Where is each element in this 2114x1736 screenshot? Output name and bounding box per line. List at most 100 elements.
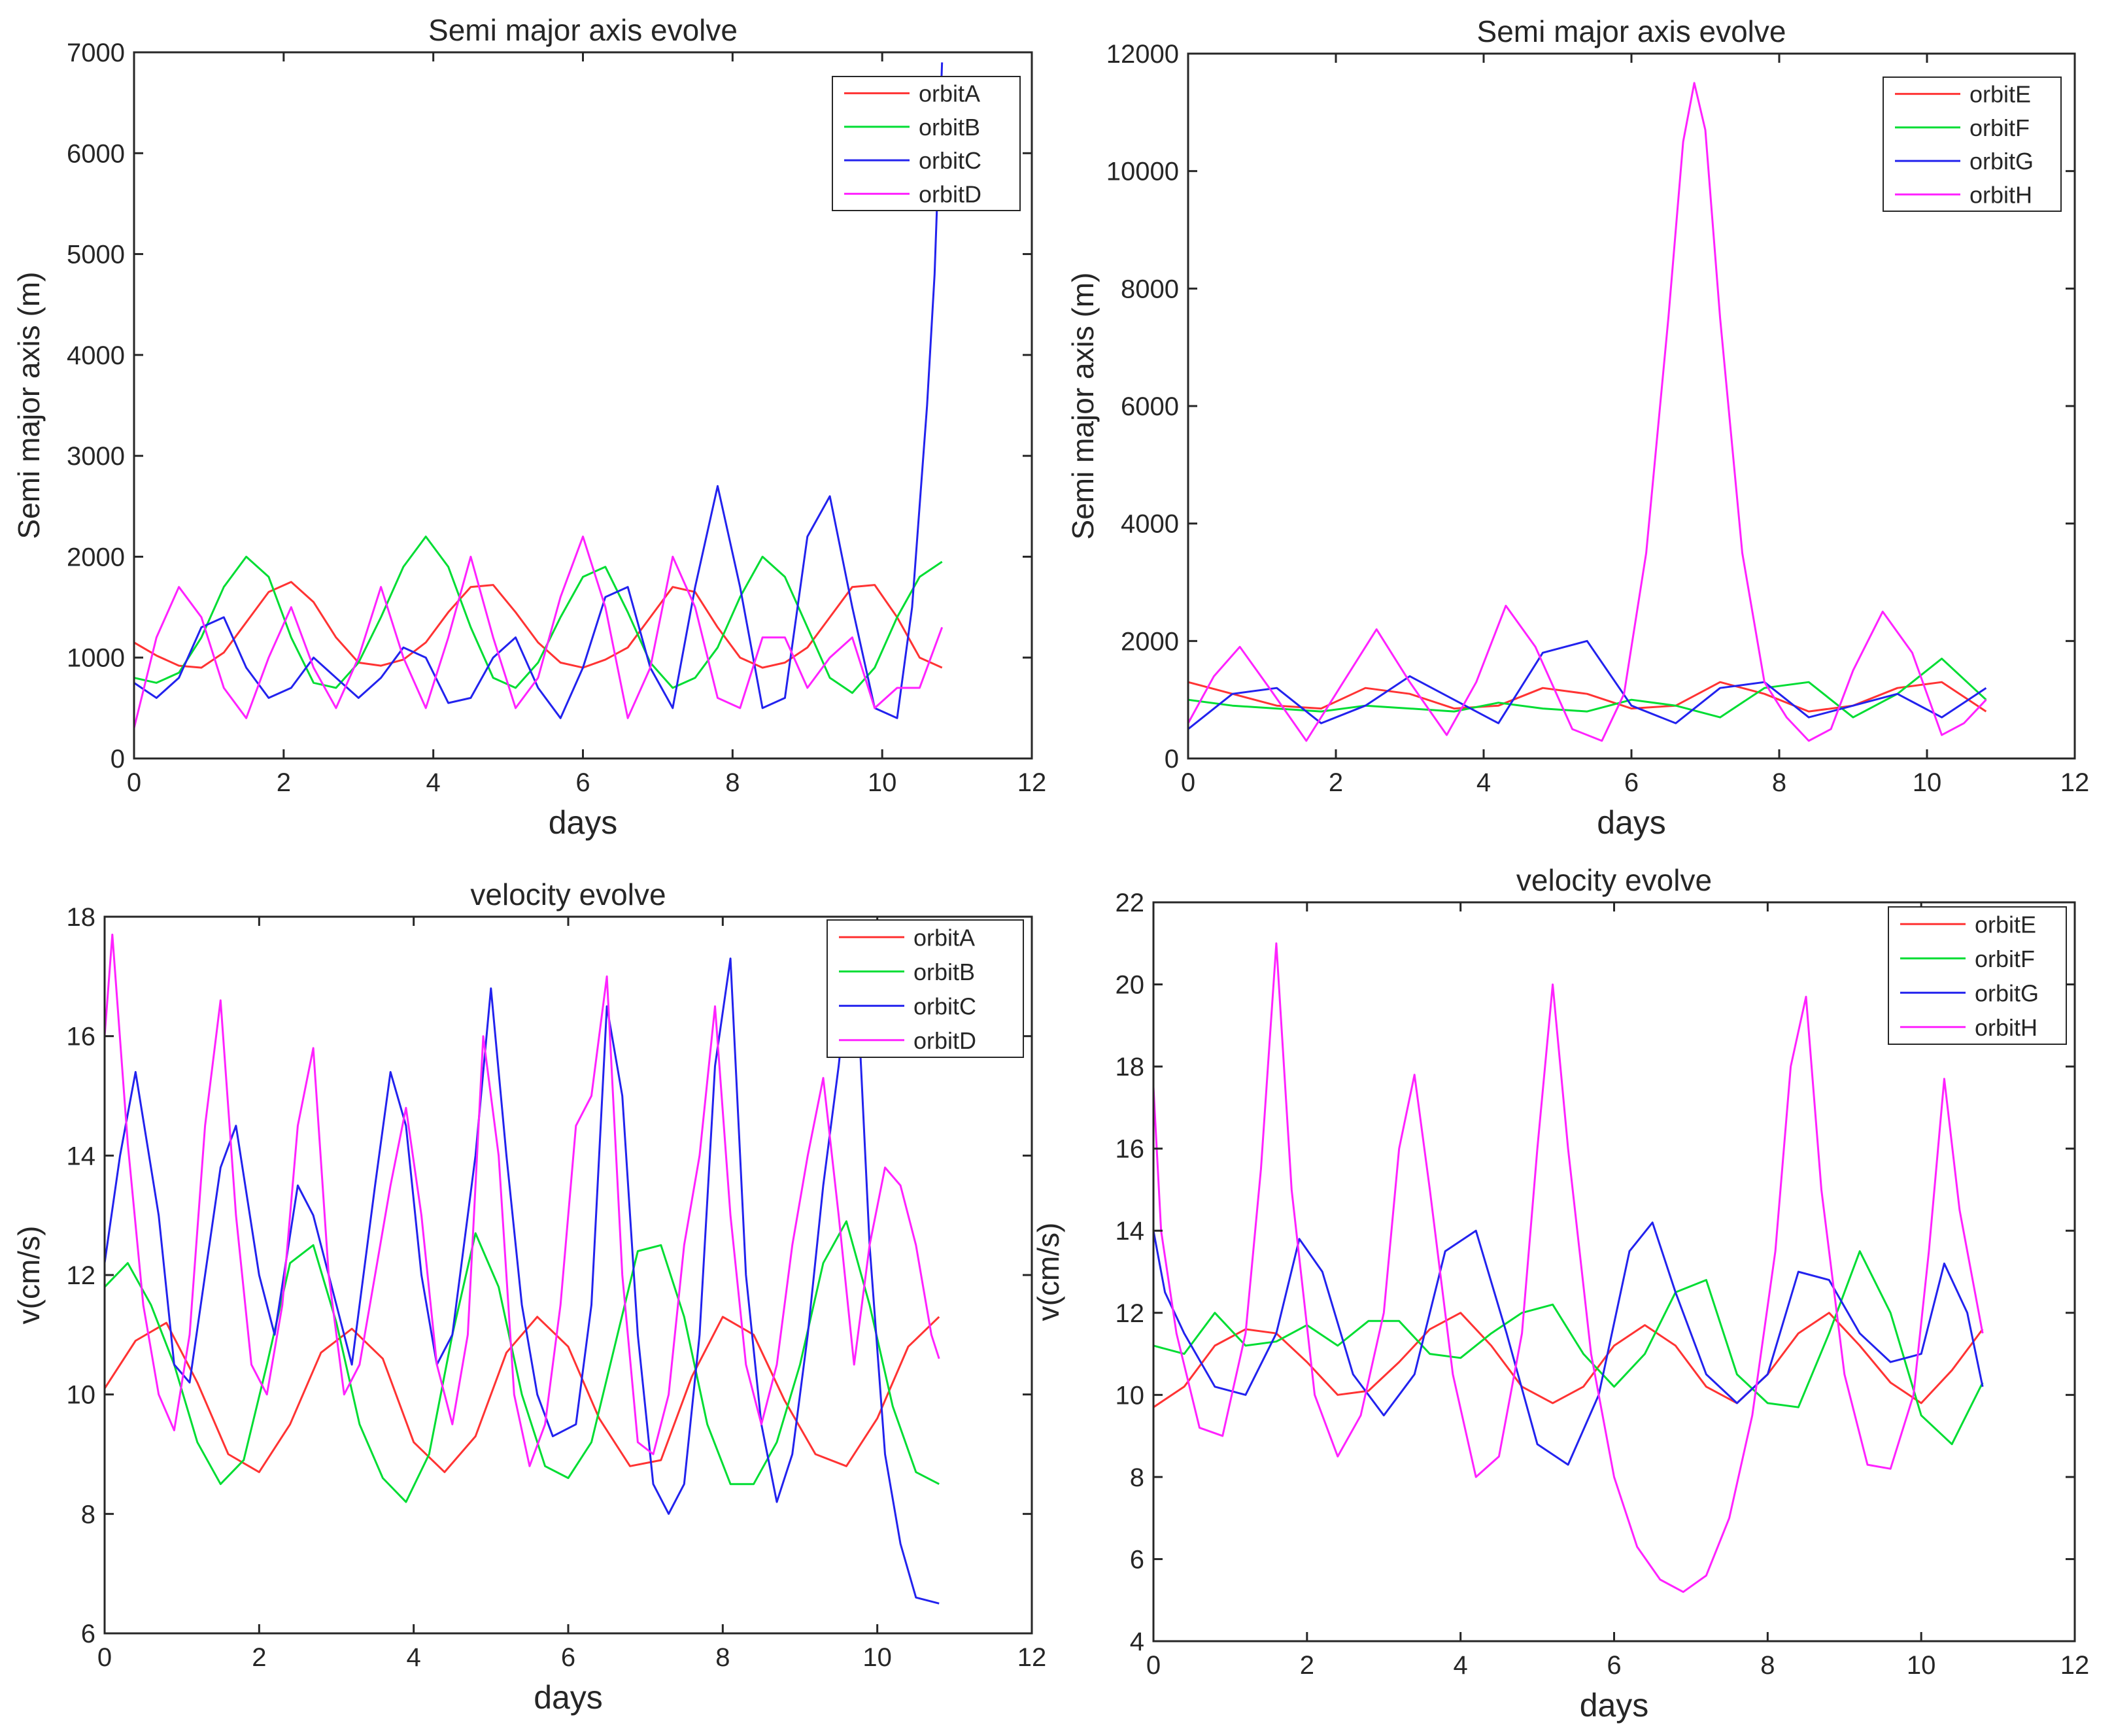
legend-label-orbitE: orbitE	[1969, 81, 2031, 108]
y-tick-label: 0	[1165, 745, 1179, 774]
y-tick-label: 1000	[67, 644, 125, 673]
series-line-orbitC	[134, 62, 944, 719]
y-tick-label: 6	[81, 1620, 95, 1648]
x-tick-label: 2	[1329, 768, 1343, 797]
x-tick-label: 4	[1454, 1651, 1468, 1680]
x-tick-label: 0	[1181, 768, 1195, 797]
x-tick-label: 10	[868, 768, 897, 797]
legend-label-orbitA: orbitA	[913, 924, 975, 951]
legend-label-orbitC: orbitC	[919, 147, 981, 174]
series-line-orbitH	[1153, 942, 1984, 1593]
y-tick-label: 10	[67, 1381, 96, 1410]
y-tick-label: 18	[67, 903, 96, 932]
y-tick-label: 22	[1116, 889, 1145, 917]
y-tick-label: 8	[81, 1500, 95, 1529]
y-tick-label: 4	[1130, 1627, 1144, 1656]
y-tick-label: 8000	[1121, 275, 1179, 303]
chart-title: Semi major axis evolve	[1477, 14, 1786, 48]
legend-label-orbitC: orbitC	[913, 993, 976, 1019]
x-tick-label: 10	[862, 1643, 892, 1672]
x-axis-label: days	[534, 1679, 603, 1716]
series-line-orbitH	[1188, 82, 1987, 742]
chart-panel-3: 0 2 4 6 8 10 12 6 8 10 12 14 16 18 velocity evolve days…	[12, 877, 1046, 1716]
series-line-orbitG	[1188, 639, 1987, 730]
x-tick-label: 12	[2060, 1651, 2090, 1680]
series-group	[134, 62, 944, 729]
x-tick-label: 6	[575, 768, 590, 797]
y-tick-label: 2000	[1121, 627, 1179, 656]
x-tick-label: 6	[561, 1643, 575, 1672]
y-axis-label: Semi major axis (m)	[12, 272, 46, 539]
x-tick-label: 0	[1146, 1651, 1161, 1680]
x-tick-label: 0	[127, 768, 141, 797]
series-line-orbitD	[134, 536, 944, 729]
legend-label-orbitG: orbitG	[1975, 979, 2039, 1006]
y-tick-label: 6000	[67, 139, 125, 168]
y-tick-label: 10000	[1106, 158, 1179, 186]
legend-label-orbitG: orbitG	[1969, 148, 2034, 175]
legend-label-orbitA: orbitA	[919, 80, 980, 107]
y-axis-label: v(cm/s)	[1031, 1223, 1065, 1321]
x-tick-label: 2	[277, 768, 291, 797]
y-tick-label: 0	[111, 745, 125, 774]
series-line-orbitB	[134, 536, 943, 694]
y-tick-label: 2000	[67, 543, 125, 571]
series-line-orbitC	[105, 921, 940, 1605]
y-tick-label: 3000	[67, 442, 125, 471]
y-tick-label: 8	[1130, 1463, 1144, 1492]
x-tick-label: 6	[1607, 1651, 1621, 1680]
y-tick-label: 4000	[67, 341, 125, 370]
series-line-orbitB	[105, 1220, 940, 1503]
x-tick-label: 2	[252, 1643, 266, 1672]
legend: orbitA orbitB orbitC orbitD	[827, 919, 1024, 1058]
series-group	[105, 921, 940, 1605]
series-line-orbitG	[1153, 1221, 1984, 1466]
legend-label-orbitH: orbitH	[1975, 1014, 2037, 1041]
x-tick-label: 2	[1300, 1651, 1314, 1680]
series-group	[1153, 942, 1984, 1593]
legend: orbitE orbitF orbitG orbitH	[1883, 77, 2062, 212]
y-tick-label: 7000	[67, 39, 125, 67]
x-tick-label: 10	[1907, 1651, 1936, 1680]
legend-label-orbitH: orbitH	[1969, 181, 2032, 208]
legend-label-orbitB: orbitB	[919, 114, 980, 141]
y-tick-label: 16	[1116, 1135, 1145, 1164]
legend-box	[832, 76, 1021, 211]
legend: orbitA orbitB orbitC orbitD	[832, 76, 1021, 211]
x-tick-label: 12	[1017, 768, 1047, 797]
x-tick-label: 8	[715, 1643, 730, 1672]
chart-title: velocity evolve	[470, 877, 666, 911]
x-tick-label: 6	[1624, 768, 1639, 797]
y-tick-label: 12000	[1106, 40, 1179, 69]
y-tick-label: 16	[67, 1023, 96, 1051]
legend-box	[1883, 77, 2062, 212]
chart-panel-4: 0 2 4 6 8 10 12 4 6 8 10 12 14 16 18 20 22 velocity evolv…	[1031, 863, 2089, 1724]
x-tick-label: 10	[1913, 768, 1942, 797]
y-axis-label: v(cm/s)	[12, 1226, 46, 1325]
y-tick-label: 6000	[1121, 392, 1179, 421]
series-line-orbitA	[134, 581, 943, 669]
x-tick-label: 8	[1772, 768, 1786, 797]
legend-label-orbitE: orbitE	[1975, 911, 2036, 938]
x-tick-label: 12	[2060, 768, 2090, 797]
legend-label-orbitD: orbitD	[919, 180, 981, 207]
chart-panel-2: 0 2 4 6 8 10 12 0 2000 4000 6000 8000 10000 12000 Semi…	[1066, 14, 2089, 841]
x-tick-label: 8	[1760, 1651, 1775, 1680]
legend-label-orbitB: orbitB	[913, 959, 975, 985]
x-tick-label: 8	[725, 768, 740, 797]
x-tick-label: 12	[1017, 1643, 1047, 1672]
series-line-orbitF	[1188, 657, 1987, 719]
legend: orbitE orbitF orbitG orbitH	[1888, 906, 2067, 1045]
legend-label-orbitF: orbitF	[1969, 114, 2030, 141]
y-tick-label: 12	[67, 1261, 96, 1290]
series-line-orbitE	[1153, 1312, 1984, 1408]
x-axis-label: days	[1597, 804, 1666, 841]
y-tick-label: 4000	[1121, 510, 1179, 539]
y-tick-label: 10	[1116, 1381, 1145, 1410]
legend-box	[1888, 906, 2067, 1045]
x-tick-label: 0	[97, 1643, 112, 1672]
x-tick-label: 4	[407, 1643, 421, 1672]
series-line-orbitF	[1153, 1250, 1984, 1446]
y-tick-label: 20	[1116, 971, 1145, 1000]
legend-label-orbitF: orbitF	[1975, 945, 2035, 972]
